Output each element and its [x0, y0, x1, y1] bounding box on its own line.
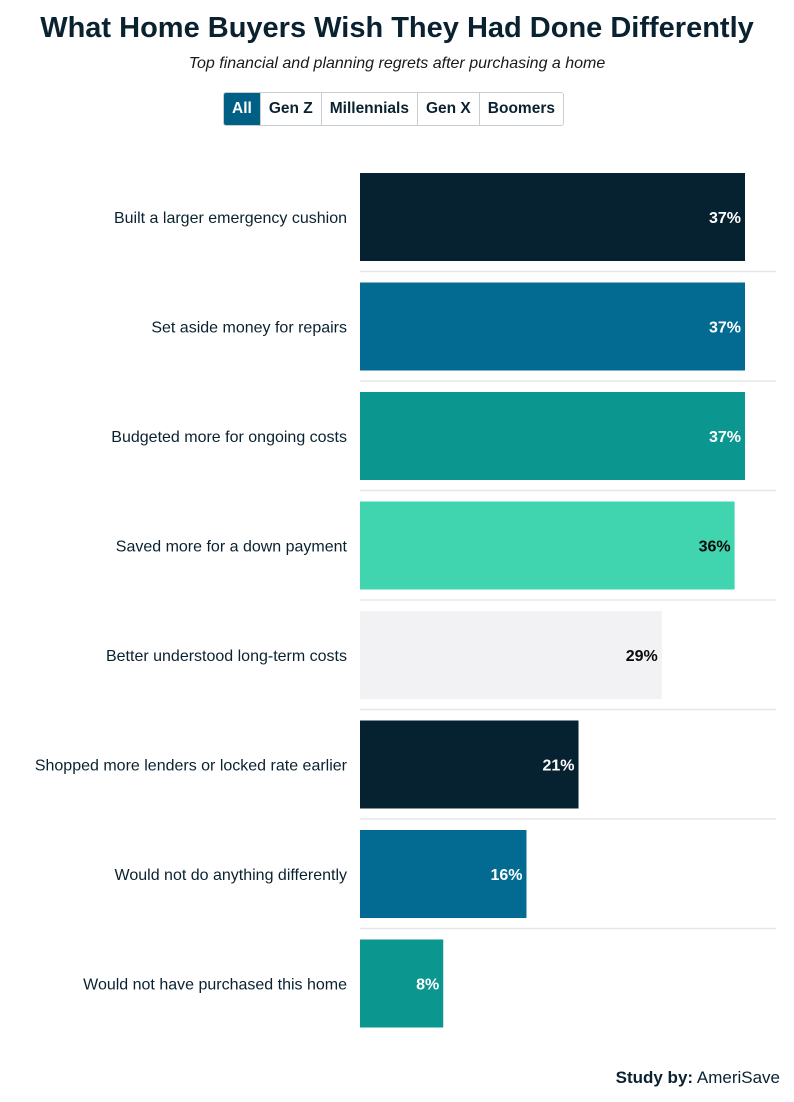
- value-label-set-aside-money-for-repairs: 37%: [709, 320, 741, 337]
- tab-gen-x[interactable]: Gen X: [416, 93, 479, 125]
- category-label-shopped-more-lenders-or-locked-rate-earlier: Shopped more lenders or locked rate earl…: [35, 758, 348, 775]
- generation-tabs: All Gen Z Millennials Gen X Boomers: [223, 92, 564, 126]
- bar-built-a-larger-emergency-cushion: [360, 173, 745, 261]
- category-label-would-not-do-anything-differently: Would not do anything differently: [115, 867, 347, 884]
- value-label-better-understood-long-term-costs: 29%: [626, 648, 658, 665]
- tab-millennials[interactable]: Millennials: [320, 93, 417, 125]
- source-name: AmeriSave: [696, 1068, 780, 1087]
- tab-all[interactable]: All: [224, 93, 260, 125]
- bar-saved-more-for-a-down-payment: [360, 501, 735, 590]
- bar-chart: Built a larger emergency cushion 37% Set a…: [35, 173, 776, 1028]
- category-label-better-understood-long-term-costs: Better understood long-term costs: [106, 648, 347, 665]
- category-label-built-a-larger-emergency-cushion: Built a larger emergency cushion: [114, 210, 347, 227]
- bar-budgeted-more-for-ongoing-costs: [360, 392, 745, 480]
- bar-set-aside-money-for-repairs: [360, 282, 745, 371]
- value-label-would-not-have-purchased-this-home: 8%: [416, 977, 439, 994]
- value-label-saved-more-for-a-down-payment: 36%: [699, 539, 731, 556]
- category-label-budgeted-more-for-ongoing-costs: Budgeted more for ongoing costs: [111, 429, 347, 446]
- tab-boomers[interactable]: Boomers: [478, 93, 563, 125]
- bar-would-not-do-anything-differently: [360, 830, 527, 918]
- footer-credit: Study by: AmeriSave: [616, 1068, 780, 1088]
- chart-title: What Home Buyers Wish They Had Done Diff…: [40, 12, 754, 44]
- category-label-would-not-have-purchased-this-home: Would not have purchased this home: [83, 977, 347, 994]
- value-label-budgeted-more-for-ongoing-costs: 37%: [709, 429, 741, 446]
- bar-would-not-have-purchased-this-home: [360, 939, 444, 1028]
- study-by-label: Study by:: [615, 1068, 694, 1087]
- tab-gen-z[interactable]: Gen Z: [259, 93, 321, 125]
- chart-subtitle: Top financial and planning regrets after…: [188, 55, 606, 72]
- value-label-would-not-do-anything-differently: 16%: [490, 867, 522, 884]
- category-label-set-aside-money-for-repairs: Set aside money for repairs: [151, 320, 347, 337]
- category-label-saved-more-for-a-down-payment: Saved more for a down payment: [116, 539, 348, 556]
- bar-shopped-more-lenders-or-locked-rate-earlier: [360, 720, 579, 809]
- value-label-built-a-larger-emergency-cushion: 37%: [709, 210, 741, 227]
- bar-better-understood-long-term-costs: [360, 611, 662, 699]
- value-label-shopped-more-lenders-or-locked-rate-earlier: 21%: [542, 758, 574, 775]
